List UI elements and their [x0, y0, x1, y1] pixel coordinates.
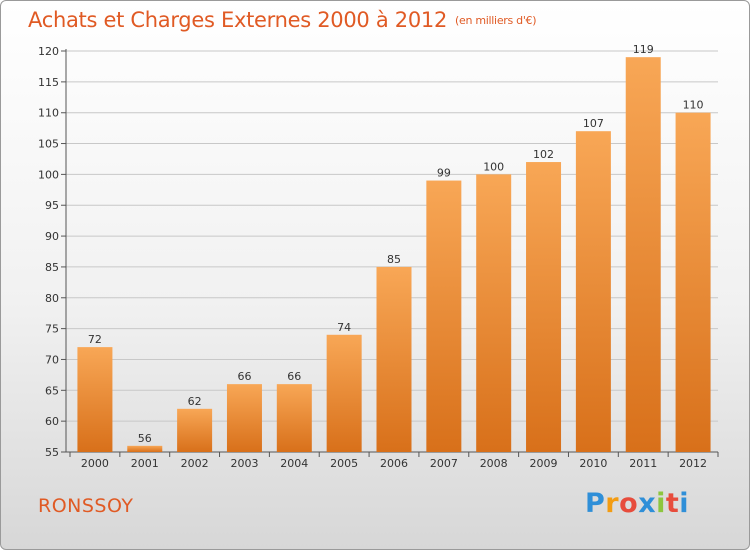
- y-tick-label: 55: [45, 446, 59, 459]
- chart-subtitle: (en milliers d'€): [455, 14, 537, 27]
- data-label: 72: [88, 333, 102, 346]
- chart-title-text: Achats et Charges Externes 2000 à 2012: [28, 8, 448, 32]
- x-tick-label: 2009: [530, 457, 558, 470]
- y-tick-label: 90: [45, 230, 59, 243]
- data-label: 100: [483, 160, 504, 173]
- data-label: 102: [533, 148, 554, 161]
- bar-2012: [675, 112, 711, 452]
- y-tick-label: 70: [45, 353, 59, 366]
- bar-2002: [177, 408, 213, 452]
- x-tick-label: 2011: [629, 457, 657, 470]
- y-tick-label: 105: [38, 138, 59, 151]
- x-tick-label: 2006: [380, 457, 408, 470]
- data-label: 99: [437, 167, 451, 180]
- logo-letter: P: [585, 488, 606, 519]
- x-tick-label: 2010: [579, 457, 607, 470]
- bar-2004: [276, 384, 312, 452]
- bar-2005: [326, 334, 362, 452]
- axes: 55 60 65 70 75 80 85 90 95 100 105 110 115 120 2000 200…: [38, 45, 719, 470]
- logo-letter: i: [656, 488, 666, 519]
- bar-2006: [376, 266, 412, 452]
- commune-name: RONSSOY: [38, 495, 134, 517]
- data-label: 62: [188, 395, 202, 408]
- x-tick-label: 2003: [230, 457, 258, 470]
- logo-letter: x: [638, 488, 657, 519]
- logo-letter: i: [679, 488, 690, 519]
- bar-2003: [226, 384, 262, 452]
- data-label: 74: [337, 321, 351, 334]
- x-tick-label: 2002: [181, 457, 209, 470]
- bar-2000: [77, 347, 113, 452]
- bars: [77, 57, 711, 453]
- x-tick-label: 2012: [679, 457, 707, 470]
- bar-2008: [476, 174, 512, 452]
- y-tick-label: 60: [45, 415, 59, 428]
- data-label: 119: [633, 43, 654, 56]
- y-tick-label: 85: [45, 261, 59, 274]
- chart-title: Achats et Charges Externes 2000 à 2012 (e…: [28, 8, 537, 32]
- logo-letter: o: [619, 488, 639, 519]
- x-tick-label: 2000: [81, 457, 109, 470]
- labels: 72 56 62 66 66 74 85 99 100 102 107 119 110: [88, 43, 704, 445]
- logo-letter: t: [665, 488, 680, 519]
- data-label: 66: [287, 370, 301, 383]
- proxiti-logo: Proxiti: [585, 488, 689, 519]
- y-tick-label: 120: [38, 45, 59, 58]
- y-tick-label: 100: [38, 168, 59, 181]
- data-label: 107: [583, 117, 604, 130]
- x-tick-label: 2004: [280, 457, 308, 470]
- y-tick-label: 80: [45, 292, 59, 305]
- data-label: 56: [138, 432, 152, 445]
- bar-2001: [127, 445, 163, 452]
- data-label: 66: [237, 370, 251, 383]
- y-tick-label: 115: [38, 76, 59, 89]
- bar-2010: [575, 131, 611, 452]
- x-tick-label: 2001: [131, 457, 159, 470]
- x-tick-label: 2005: [330, 457, 358, 470]
- y-tick-label: 65: [45, 384, 59, 397]
- bar-2009: [526, 162, 562, 453]
- y-tick-label: 75: [45, 323, 59, 336]
- logo-letter: r: [605, 488, 620, 519]
- data-label: 110: [683, 99, 704, 112]
- bar-2011: [625, 57, 661, 453]
- bar-2007: [426, 180, 462, 453]
- y-tick-label: 95: [45, 199, 59, 212]
- data-label: 85: [387, 253, 401, 266]
- y-tick-label: 110: [38, 107, 59, 120]
- x-tick-label: 2007: [430, 457, 458, 470]
- x-tick-label: 2008: [480, 457, 508, 470]
